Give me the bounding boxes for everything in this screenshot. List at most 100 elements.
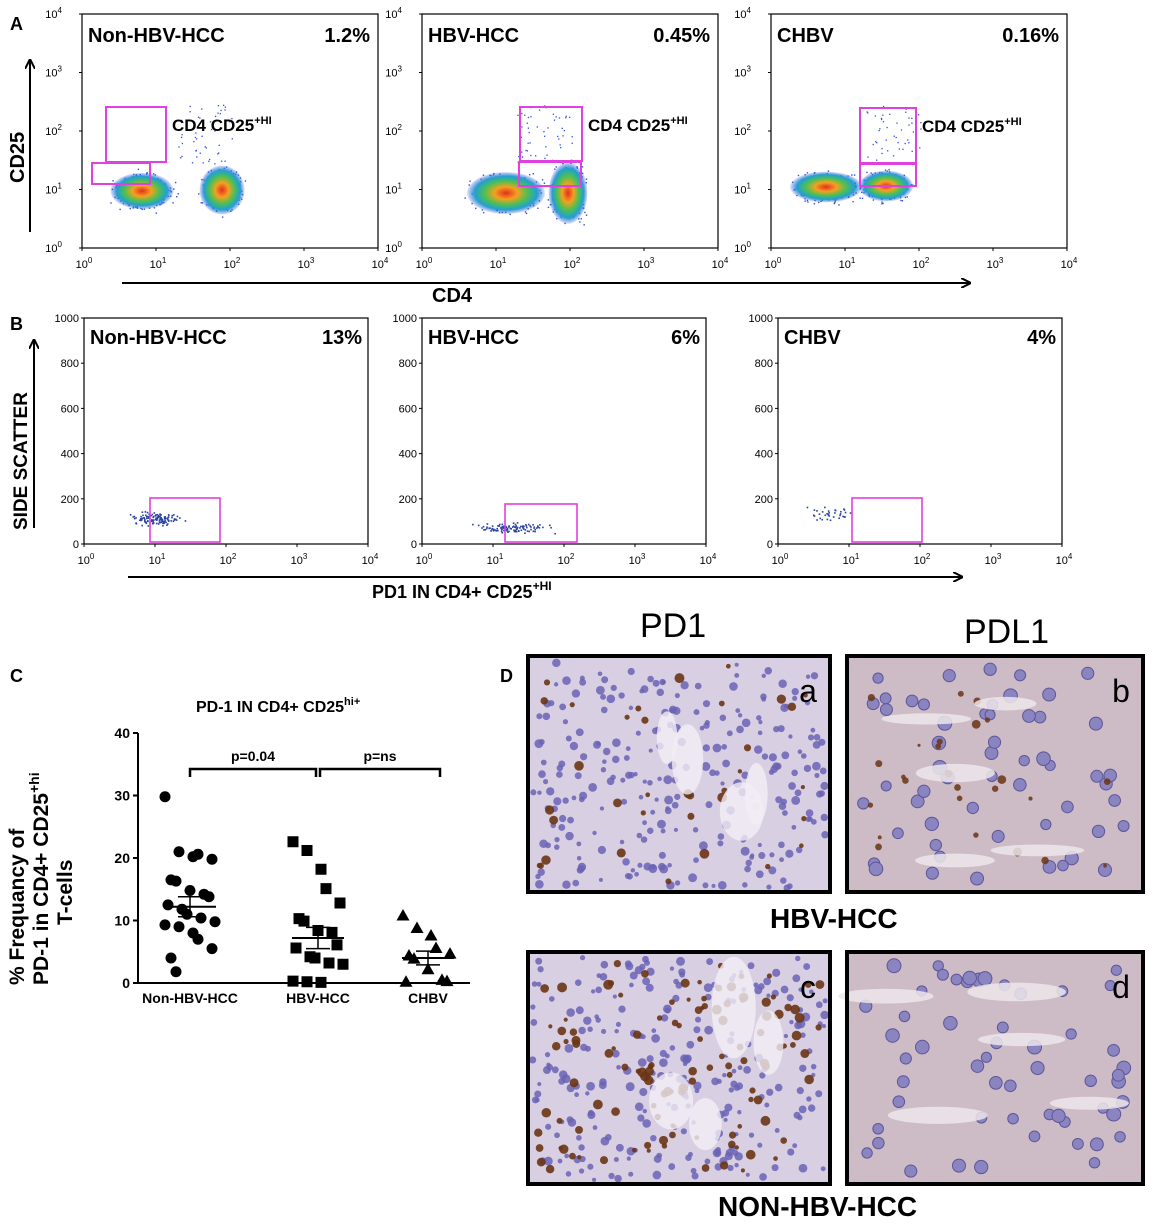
panel-a-x-tick-base: 10	[150, 259, 162, 271]
panel-d-nucleus	[711, 883, 716, 888]
panel-a-event-dot	[908, 124, 910, 126]
panel-b-event-dot	[141, 511, 144, 514]
panel-c-ylabel-line3: T-cells	[54, 860, 77, 925]
panel-b-event-dot	[133, 515, 136, 518]
panel-b-x-tick-exp: 1	[499, 552, 504, 561]
panel-a-x-tick-exp: 4	[724, 256, 729, 265]
panel-a-event-dot	[907, 139, 909, 141]
panel-a-event-dot	[897, 141, 899, 144]
panel-a-y-tick-base: 10	[45, 185, 57, 197]
panel-d-stained-granule	[971, 719, 981, 729]
panel-a-event-dot	[537, 207, 539, 209]
panel-b-event-dot	[482, 525, 485, 528]
panel-d-sinusoid	[915, 763, 995, 783]
panel-b-y-tick-label: 0	[73, 539, 79, 551]
panel-d-nucleus	[717, 840, 724, 847]
panel-b-x-tick-exp: 1	[855, 552, 860, 561]
panel-b-event-dot	[147, 520, 149, 522]
panel-b-event-dot	[525, 525, 528, 527]
panel-b-event-dot	[167, 516, 170, 518]
panel-b-event-dot	[514, 526, 516, 528]
panel-b-event-dot	[503, 525, 505, 527]
panel-d-hepatocyte-nucleus	[1007, 1112, 1019, 1125]
panel-b-x-tick-base: 10	[1056, 555, 1068, 567]
panel-a-event-dot	[804, 200, 806, 202]
panel-b-plot-frame	[421, 317, 707, 545]
panel-d-stained-cell	[574, 761, 584, 771]
panel-a-event-dot	[194, 136, 197, 139]
panel-d-nucleus	[616, 1064, 621, 1070]
panel-d-stained-cell	[569, 702, 575, 708]
panel-a-y-tick-exp: 0	[58, 240, 63, 249]
panel-b-event-dot	[147, 525, 150, 527]
panel-b-y-tick-label: 600	[399, 403, 417, 415]
panel-d-nucleus	[820, 1010, 829, 1020]
panel-b-event-dot	[827, 510, 830, 512]
panel-label-d: D	[500, 666, 513, 686]
panel-d-stained-cell	[726, 1071, 733, 1078]
panel-a-x-tick-exp: 1	[502, 256, 507, 265]
panel-a-y-tick-base: 10	[385, 185, 397, 197]
panel-d-stained-cell	[607, 980, 615, 987]
panel-d-nucleus	[771, 1164, 779, 1172]
panel-d-nucleus	[674, 692, 680, 699]
panel-d-stained-cell	[687, 812, 695, 820]
panel-d-nucleus	[537, 966, 544, 973]
panel-b-event-dot	[156, 513, 159, 516]
panel-c-p-value: p=ns	[363, 748, 396, 764]
panel-a-event-dot	[904, 142, 906, 145]
panel-d-nucleus	[680, 681, 689, 690]
panel-a-y-tick-base: 10	[45, 9, 57, 21]
panel-b-y-tick-label: 1000	[393, 313, 417, 325]
panel-b-event-dot	[495, 530, 498, 532]
panel-b-event-dot	[537, 526, 539, 528]
panel-d-stained-cell	[635, 1068, 642, 1074]
panel-b-event-dot	[174, 518, 177, 521]
panel-d-nucleus	[744, 865, 751, 873]
panel-b-event-dot	[152, 521, 155, 523]
panel-a-event-dot	[889, 113, 891, 115]
panel-b-event-dot	[826, 513, 828, 515]
panel-b-event-dot	[152, 515, 155, 518]
panel-d-nucleus	[640, 836, 648, 843]
panel-d-hepatocyte-nucleus	[980, 1051, 992, 1063]
panel-d-nucleus	[615, 1021, 621, 1027]
panel-d-nucleus	[798, 987, 803, 992]
panel-b-event-dot	[539, 524, 541, 526]
panel-b-x-tick-exp: 2	[926, 552, 931, 561]
panel-a-event-dot	[585, 214, 588, 216]
panel-d-nucleus	[592, 1177, 597, 1182]
panel-a-event-dot	[911, 150, 913, 152]
panel-d-nucleus	[608, 1172, 615, 1180]
panel-d-nucleus	[598, 1081, 607, 1090]
panel-b-event-dot	[533, 526, 536, 528]
panel-b-event-dot	[175, 519, 178, 521]
panel-d-hepatocyte-nucleus	[984, 709, 996, 721]
panel-b-event-dot	[176, 515, 179, 518]
panel-d-stained-granule	[875, 760, 883, 768]
panel-a-x-tick-label: 101	[839, 256, 856, 271]
panel-b-event-dot	[170, 520, 173, 522]
panel-a-event-dot	[920, 122, 922, 124]
panel-b-event-dot	[145, 521, 147, 523]
panel-b-event-dot	[513, 530, 516, 533]
panel-b-x-tick-base: 10	[700, 555, 712, 567]
panel-d-nucleus	[628, 705, 634, 711]
panel-b-event-dot	[500, 528, 503, 531]
panel-a-event-dot	[231, 138, 233, 140]
panel-a-x-tick-base: 10	[712, 259, 724, 271]
panel-a-plot-title: Non-HBV-HCC	[88, 25, 225, 47]
panel-d-stained-cell	[787, 702, 797, 712]
panel-a-event-dot	[547, 206, 550, 209]
panel-d-nucleus	[578, 1168, 585, 1174]
panel-c-point-square	[331, 939, 343, 951]
panel-a-event-dot	[851, 174, 853, 176]
panel-d-nucleus	[787, 1148, 795, 1156]
panel-d-stained-cell	[557, 1026, 567, 1036]
panel-d-nucleus	[702, 882, 709, 889]
panel-d-hepatocyte-nucleus	[1022, 709, 1036, 723]
panel-a-event-dot	[181, 142, 184, 145]
panel-d-nucleus	[651, 1034, 660, 1043]
panel-a-event-dot	[906, 196, 908, 198]
panel-a-x-tick-exp: 0	[428, 256, 433, 265]
